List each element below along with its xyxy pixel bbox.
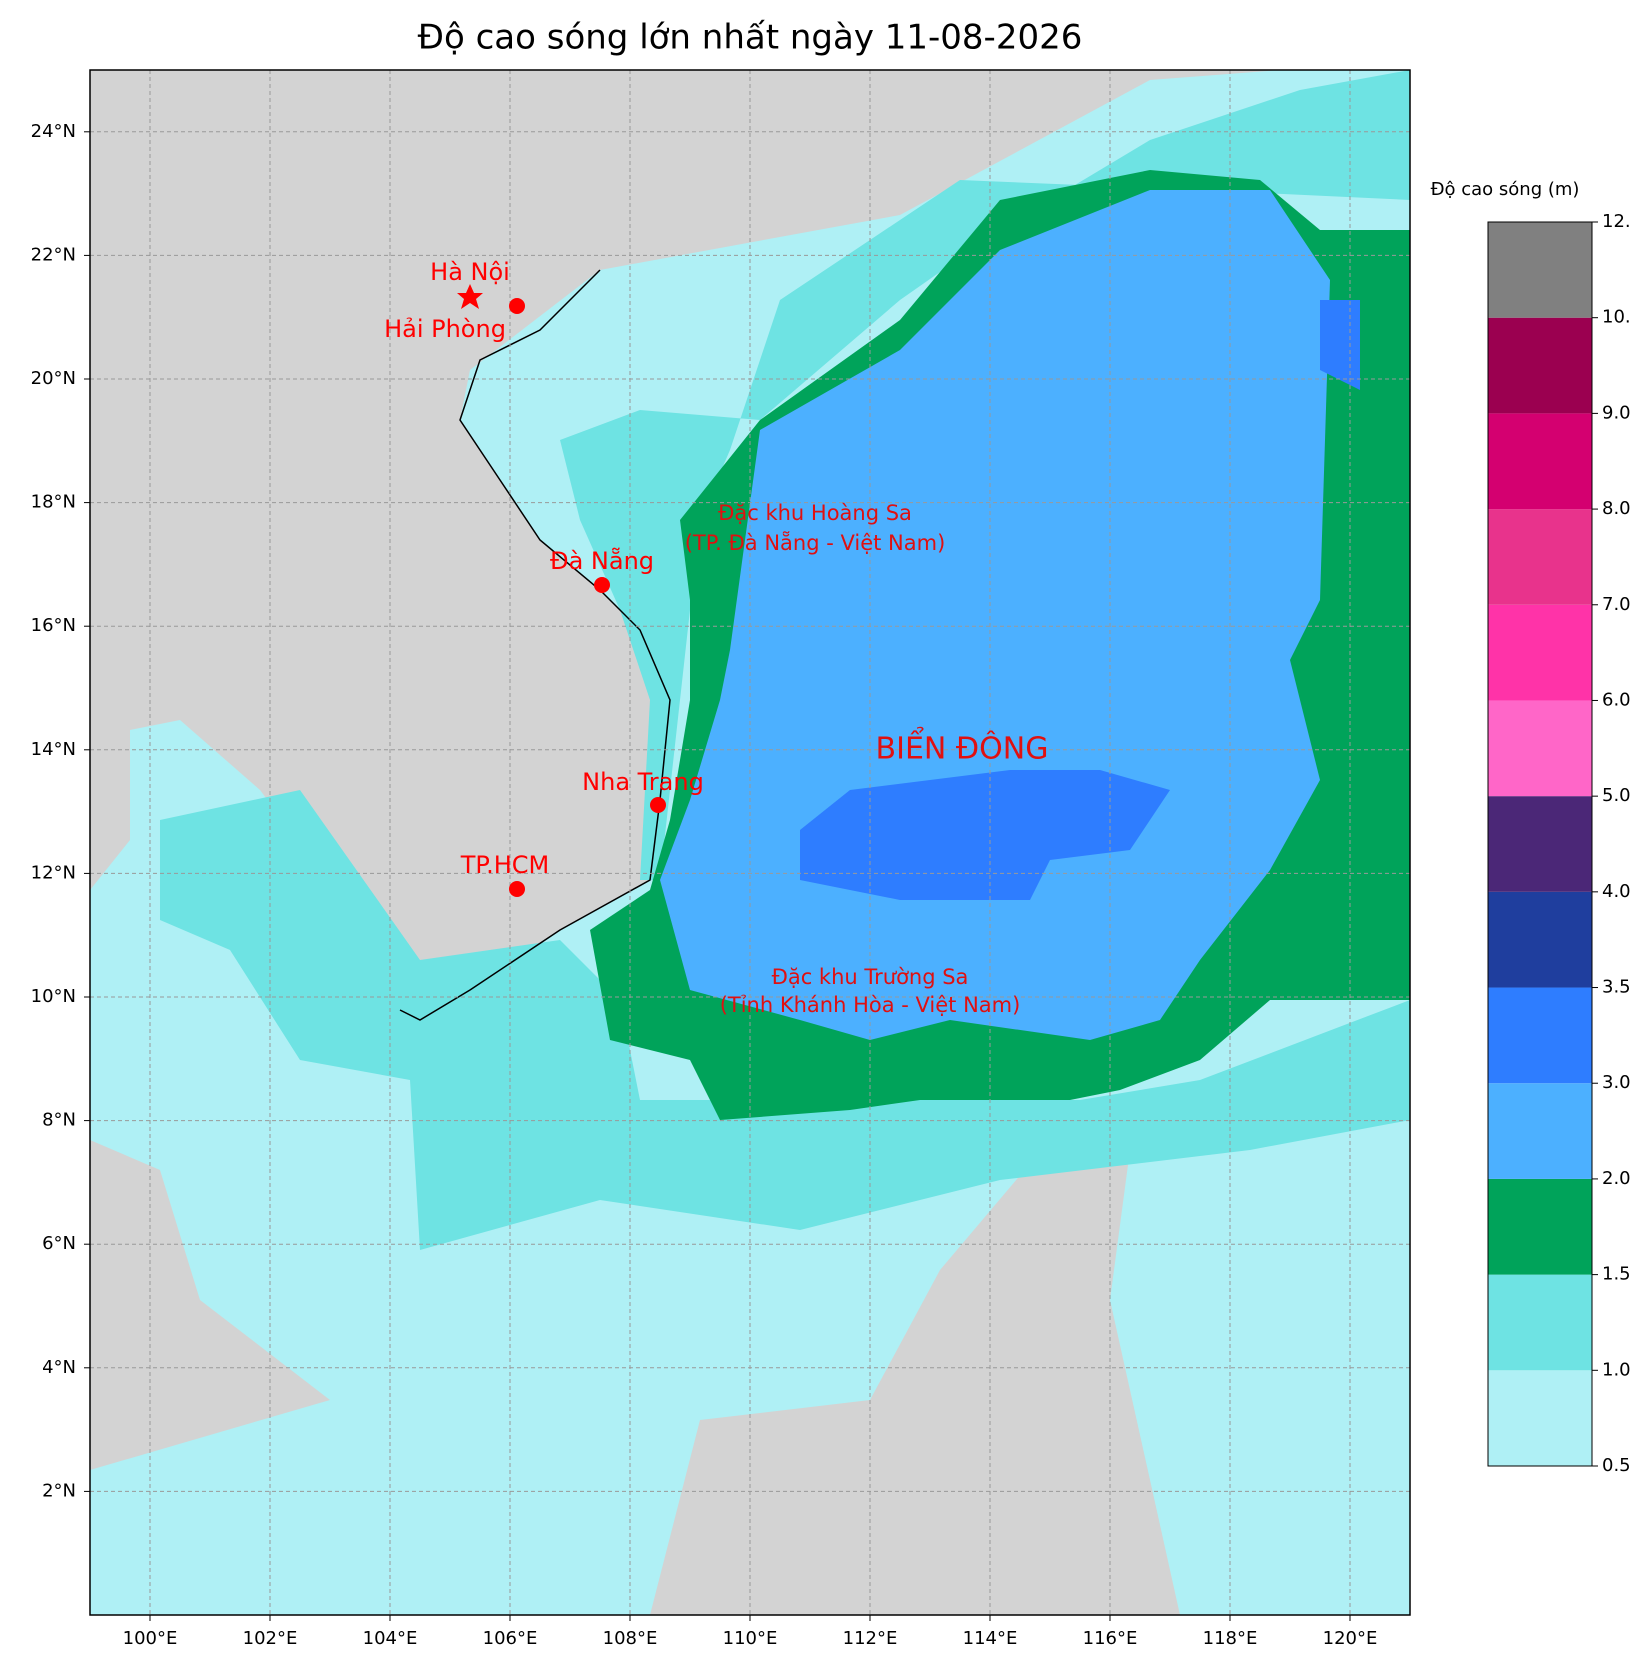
colorbar-segment [1488,1274,1592,1371]
y-tick-label: 8°N [42,1110,76,1131]
colorbar-frame [1487,221,1593,1467]
city-marker [509,881,525,897]
y-tick-label: 12°N [31,862,76,883]
x-tick-label: 114°E [963,1628,1018,1649]
annotation: BIỂN ĐÔNG [876,726,1049,767]
x-tick-label: 116°E [1083,1628,1138,1649]
annotation: (Tỉnh Khánh Hòa - Việt Nam) [720,993,1021,1017]
grid [90,70,1410,1615]
colorbar-segment [1488,509,1592,605]
y-tick-label: 4°N [42,1357,76,1378]
y-tick-label: 14°N [31,739,76,760]
y-tick-label: 20°N [31,368,76,389]
colorbar-tick-label: 3.5 [1602,977,1631,998]
place-label: Đà Nẵng [550,546,654,575]
colorbar-tick-label: 3.0 [1602,1072,1631,1093]
y-tick-label: 16°N [31,615,76,636]
place-label: Hải Phòng [384,315,506,343]
y-tick-label: 18°N [31,492,76,513]
city-marker [509,298,525,314]
annotation: Đặc khu Hoàng Sa [718,501,912,525]
colorbar-segment [1488,891,1592,988]
colorbar-segment [1488,1083,1592,1179]
place-label: TP.HCM [460,851,550,879]
sea-band [160,790,1410,1250]
place-label: Nha Trang [582,768,704,796]
city-marker [650,797,666,813]
colorbar-tick-label: 5.0 [1602,785,1631,806]
place-label: Hà Nội [430,258,510,286]
map [90,70,1410,1615]
colorbar: 0.5 1.0 1.5 2.0 3.0 3.5 4.0 5.0 6.0 7.0 8.0 9.0 10.0… [1487,211,1631,1476]
colorbar-segment [1488,700,1592,797]
x-tick-label: 104°E [363,1628,418,1649]
annotation: Đặc khu Trường Sa [772,965,969,989]
x-tick-label: 106°E [483,1628,538,1649]
colorbar-tick-label: 4.0 [1602,881,1631,902]
y-tick-label: 6°N [42,1233,76,1254]
colorbar-segment [1488,222,1592,318]
colorbar-segment [1488,317,1592,414]
colorbar-segment [1488,604,1592,701]
x-tick-label: 102°E [243,1628,298,1649]
colorbar-tick-label: 6.0 [1602,689,1631,710]
colorbar-segment [1488,796,1592,892]
colorbar-tick-label: 12.0 [1602,211,1631,232]
colorbar-tick-label: 10.0 [1602,307,1631,328]
places: Hà Nội Hải Phòng Đà Nẵng Nha Trang TP.HC… [384,258,1048,1017]
colorbar-segment [1488,1178,1592,1275]
chart-title: Độ cao sóng lớn nhất ngày 11-08-2026 [418,18,1083,58]
coastline [399,269,671,1021]
y-tick-label: 22°N [31,244,76,265]
colorbar-tick-label: 2.0 [1602,1168,1631,1189]
sea-band [800,300,1360,900]
city-marker [594,577,610,593]
colorbar-label: Độ cao sóng (m) [1431,179,1580,200]
colorbar-segment [1488,413,1592,510]
x-tick-label: 108°E [603,1628,658,1649]
x-tick-label: 100°E [123,1628,178,1649]
x-tick-label: 110°E [723,1628,778,1649]
x-tick-label: 112°E [843,1628,898,1649]
colorbar-tick-label: 1.5 [1602,1264,1631,1285]
y-tick-label: 2°N [42,1480,76,1501]
x-tick-label: 118°E [1203,1628,1258,1649]
y-tick-label: 10°N [31,986,76,1007]
colorbar-segment [1488,1370,1592,1466]
x-tick-label: 120°E [1323,1628,1378,1649]
annotation: (TP. Đà Nẵng - Việt Nam) [685,530,946,555]
colorbar-segment [1488,987,1592,1084]
capital-marker [457,284,483,309]
colorbar-tick-label: 1.0 [1602,1359,1631,1380]
colorbar-tick-label: 7.0 [1602,594,1631,615]
y-tick-label: 24°N [31,121,76,142]
colorbar-tick-label: 9.0 [1602,402,1631,423]
colorbar-tick-label: 8.0 [1602,498,1631,519]
colorbar-tick-label: 0.5 [1602,1455,1631,1476]
